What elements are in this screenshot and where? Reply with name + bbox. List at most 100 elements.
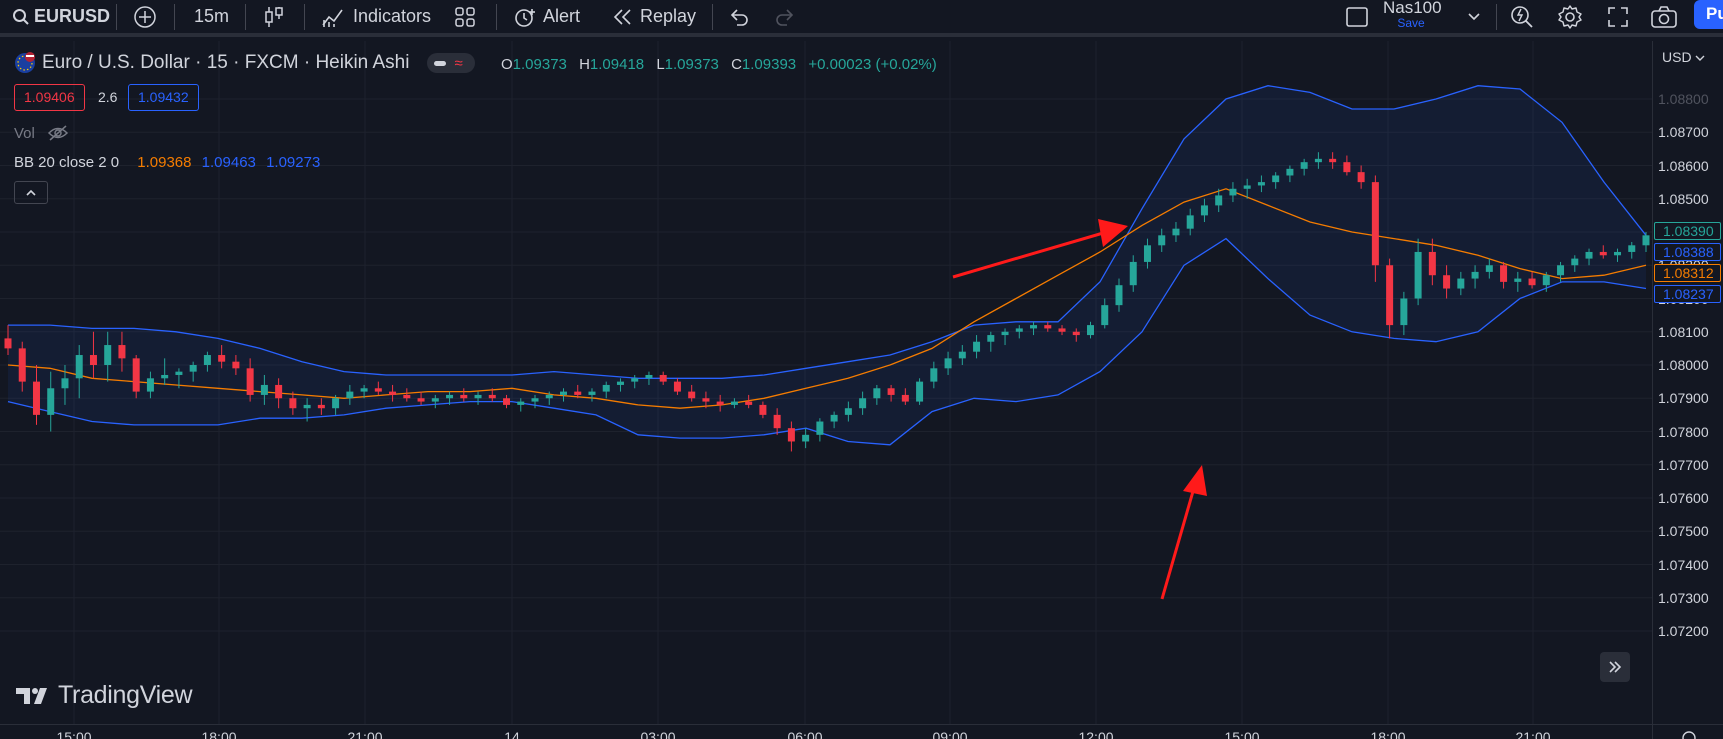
symbol-search-button[interactable]: EURUSD [12, 0, 110, 33]
candle-down [403, 394, 411, 399]
candle-down [1443, 275, 1451, 289]
change-value: +0.00023 (+0.02%) [808, 56, 937, 73]
candle-up [104, 345, 112, 365]
quick-search-button[interactable] [1509, 0, 1535, 33]
candle-down [232, 361, 240, 369]
candle-down [218, 355, 226, 362]
ohlc-values: O1.09373 H1.09418 L1.09373 C1.09393 +0.0… [501, 56, 945, 73]
time-tick-label: 12:00 [1078, 729, 1114, 739]
layout-window-button[interactable] [1345, 0, 1369, 33]
bollinger-legend[interactable]: BB 20 close 2 0 1.09368 1.09463 1.09273 [14, 154, 320, 171]
candle-up [1585, 251, 1593, 259]
alert-button[interactable]: Alert [512, 0, 580, 33]
market-status-toggle[interactable]: ≈ [427, 53, 476, 73]
candle-down [1599, 251, 1607, 256]
grid-layout-icon [455, 6, 475, 27]
publish-button[interactable]: Pu [1694, 0, 1723, 29]
volume-legend[interactable]: Vol [14, 124, 69, 142]
candle-down [1357, 172, 1365, 183]
candle-down [673, 381, 681, 392]
price-tag: 1.08237 [1654, 285, 1721, 303]
interval-label: 15m [194, 6, 230, 26]
candle-up [75, 355, 83, 379]
close-key: C [731, 56, 742, 73]
replay-button[interactable]: Replay [612, 0, 696, 33]
candle-up [1272, 175, 1280, 183]
layout-menu-button[interactable] [1467, 0, 1481, 33]
candle-up [1557, 265, 1565, 276]
time-tick-label: 18:00 [201, 729, 237, 739]
time-tick-label: 06:00 [787, 729, 823, 739]
buy-price-button[interactable]: 1.09432 [128, 84, 199, 111]
sell-price-button[interactable]: 1.09406 [14, 84, 85, 111]
replay-label: Replay [640, 6, 697, 26]
collapse-legend-button[interactable] [14, 181, 48, 204]
redo-icon [776, 8, 794, 26]
price-tick-label: 1.07500 [1658, 523, 1709, 540]
candle-down [901, 394, 909, 402]
symbol-title[interactable]: Euro / U.S. Dollar · 15 · FXCM · Heikin … [42, 52, 410, 73]
fullscreen-button[interactable] [1606, 0, 1630, 33]
candle-up [1257, 182, 1265, 186]
search-icon [13, 8, 29, 25]
candle-down [716, 401, 724, 405]
layout-name-button[interactable]: Nas100 Save [1383, 0, 1442, 30]
price-chart[interactable] [0, 41, 1652, 724]
price-tick-label: 1.07200 [1658, 623, 1709, 639]
candle-up [1457, 278, 1465, 289]
candle-up [958, 351, 966, 359]
settings-button[interactable] [1557, 0, 1583, 33]
candle-up [816, 421, 824, 435]
chart-type-button[interactable] [264, 0, 284, 33]
chart-grid [0, 41, 1652, 724]
candle-series [4, 152, 1650, 452]
annotation-arrow-up-right [952, 219, 1128, 279]
candle-up [631, 378, 639, 382]
toolbar-divider [174, 4, 175, 30]
candle-up [1314, 158, 1322, 163]
time-tick-label: 15:00 [56, 729, 92, 739]
lightning-search-icon [1511, 5, 1533, 28]
candle-up [1030, 325, 1038, 329]
gear-icon [1558, 4, 1582, 29]
time-tick-label: 03:00 [640, 729, 676, 739]
spread-value: 2.6 [98, 89, 118, 105]
compare-symbol-button[interactable] [133, 0, 157, 33]
layouts-button[interactable] [454, 0, 476, 33]
candle-up [944, 358, 952, 369]
candle-up [1243, 185, 1251, 189]
scroll-to-realtime-button[interactable] [1600, 652, 1630, 682]
low-value: 1.09373 [664, 56, 719, 73]
tradingview-logo[interactable]: TradingView [16, 681, 193, 710]
candle-down [317, 404, 325, 409]
gear-icon[interactable] [1678, 726, 1700, 739]
undo-button[interactable] [728, 0, 750, 33]
candle-down [1343, 162, 1351, 173]
redo-button[interactable] [774, 0, 796, 33]
currency-selector[interactable]: USD [1662, 49, 1705, 65]
candle-down [773, 414, 781, 429]
snapshot-button[interactable] [1650, 0, 1678, 33]
price-tick-label: 1.07700 [1658, 456, 1709, 473]
toolbar-divider [304, 4, 305, 30]
candle-up [802, 434, 810, 442]
plus-circle-icon [134, 5, 156, 28]
candle-down [574, 391, 582, 395]
time-tick-label: 21:00 [347, 729, 383, 739]
candle-down [32, 381, 40, 415]
close-value: 1.09393 [741, 56, 797, 73]
indicators-button[interactable]: Indicators [321, 0, 431, 33]
eye-hidden-icon[interactable] [47, 124, 69, 142]
symbol-legend: Euro / U.S. Dollar · 15 · FXCM · Heikin … [14, 52, 476, 74]
open-key: O [501, 56, 513, 73]
price-tick-label: 1.07800 [1658, 423, 1709, 440]
candle-down [89, 355, 97, 365]
candle-up [1471, 271, 1479, 279]
time-axis[interactable] [0, 724, 1652, 739]
candle-down [1428, 251, 1436, 276]
candle-down [1058, 328, 1066, 332]
candle-up [175, 371, 183, 375]
interval-button[interactable]: 15m [194, 0, 229, 33]
candle-up [1186, 215, 1194, 229]
price-axis[interactable]: USD [1652, 41, 1723, 724]
